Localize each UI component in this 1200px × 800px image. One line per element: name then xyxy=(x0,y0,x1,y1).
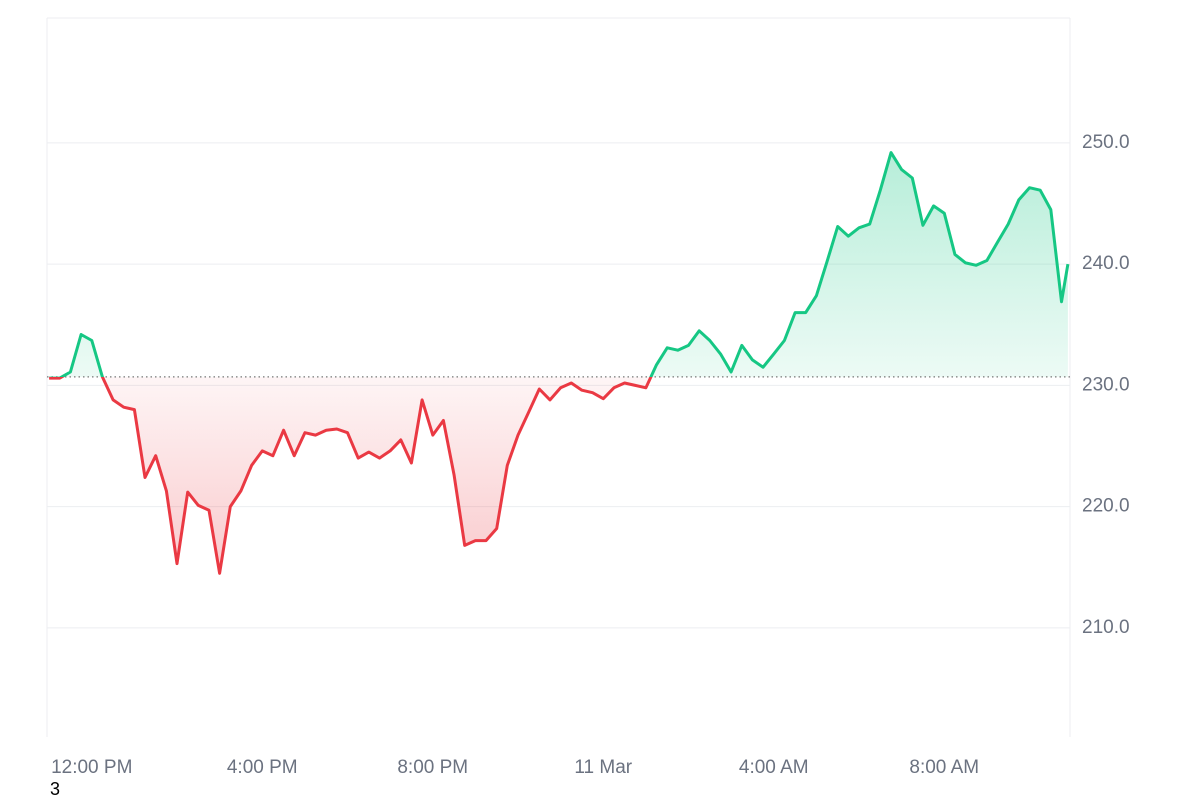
y-tick-label: 220.0 xyxy=(1082,496,1130,517)
x-tick-label: 8:00 AM xyxy=(909,757,979,778)
footnote: 3 xyxy=(50,779,60,799)
price-area xyxy=(49,152,1068,574)
x-tick-label: 4:00 AM xyxy=(739,757,809,778)
y-tick-label: 250.0 xyxy=(1082,132,1130,153)
x-tick-label: 8:00 PM xyxy=(397,757,468,778)
y-tick-label: 240.0 xyxy=(1082,253,1130,274)
x-tick-label: 4:00 PM xyxy=(227,757,298,778)
price-line xyxy=(49,151,1070,575)
x-tick-label: 11 Mar xyxy=(574,757,632,778)
x-tick-label: 12:00 PM xyxy=(51,757,132,778)
y-tick-label: 210.0 xyxy=(1082,617,1130,638)
y-tick-label: 230.0 xyxy=(1082,374,1130,395)
